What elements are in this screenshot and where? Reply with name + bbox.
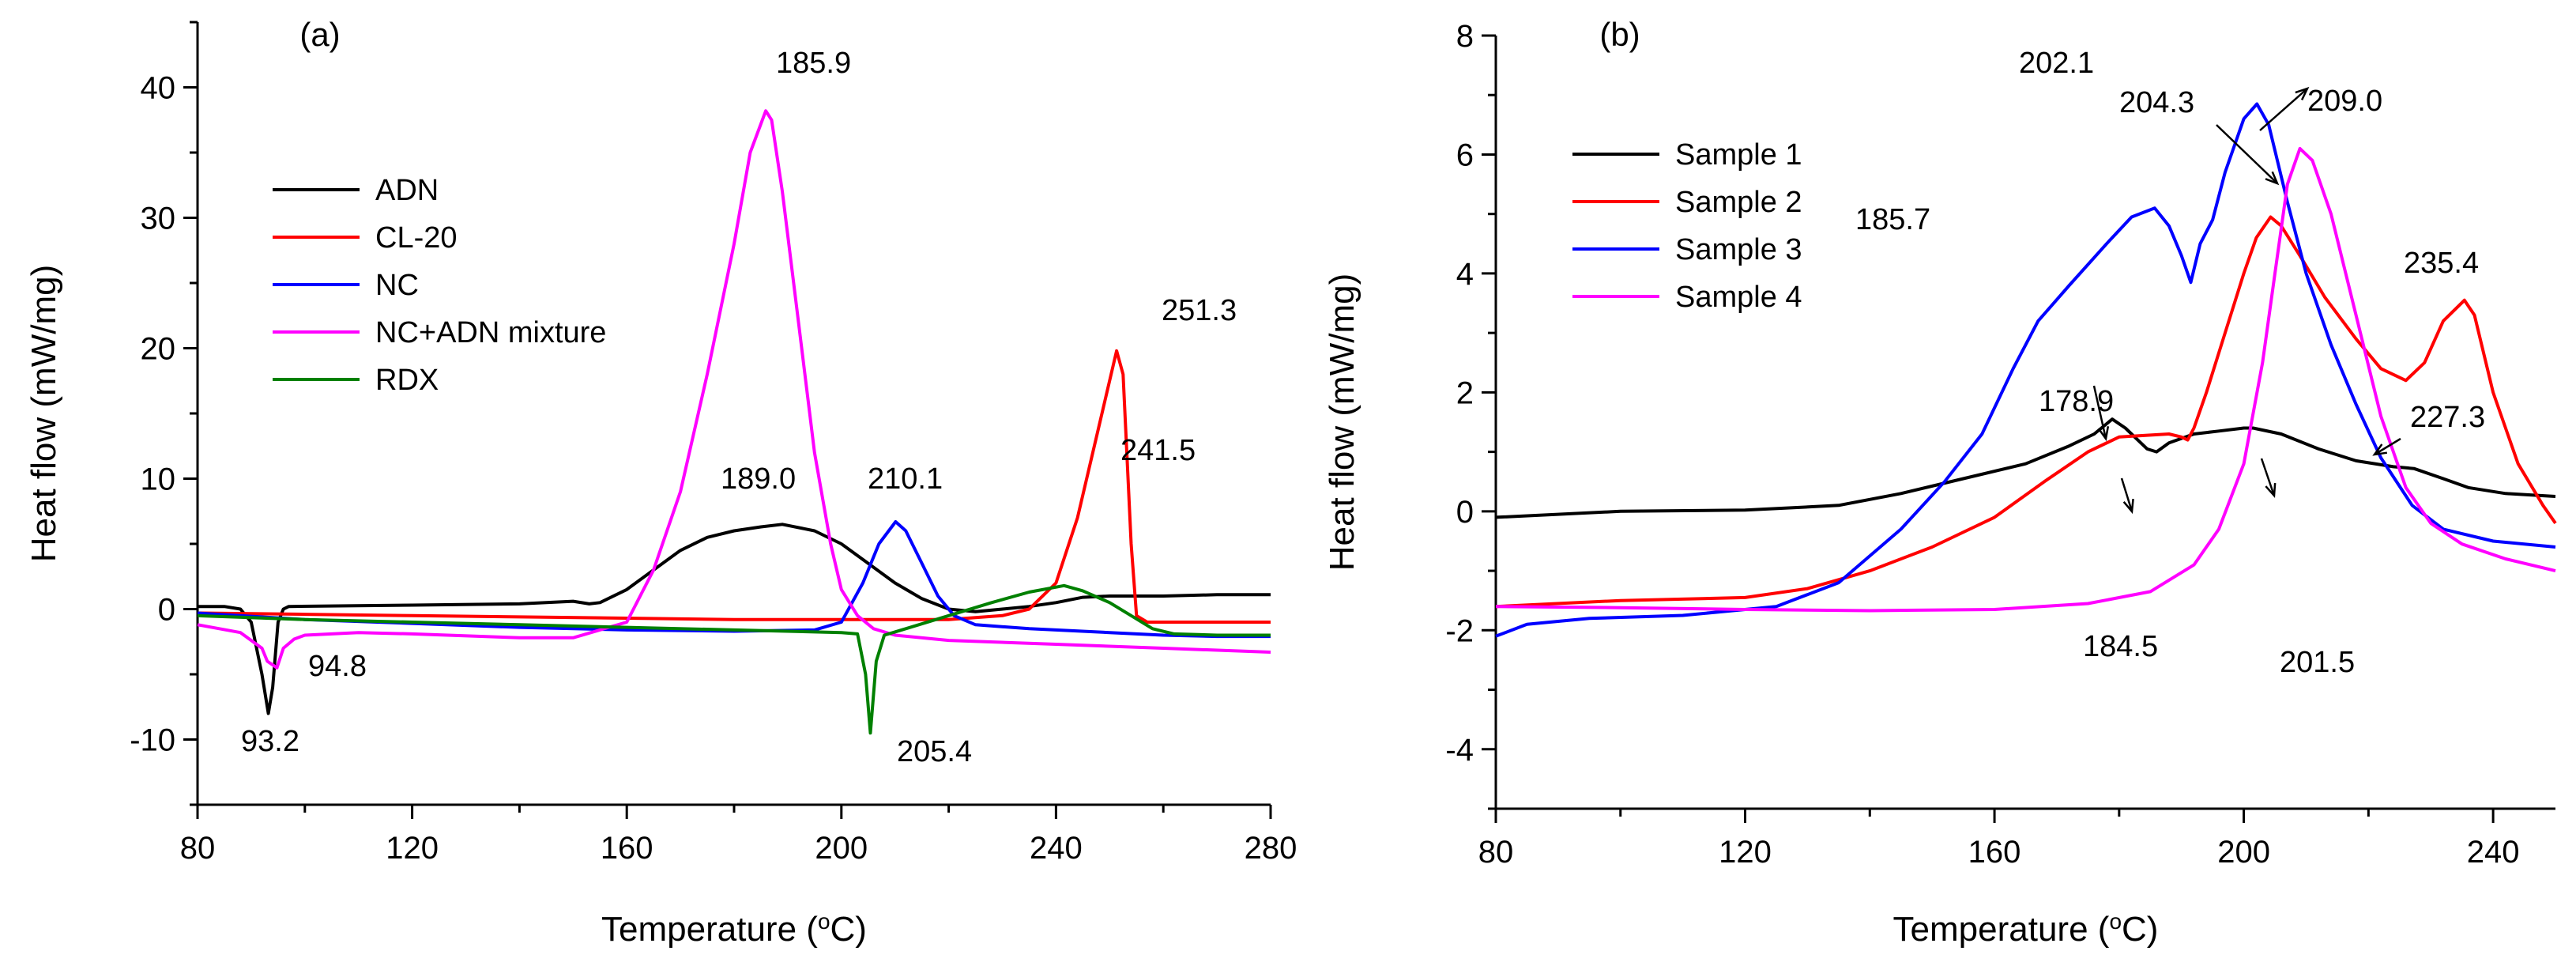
peak-annotation: 241.5 xyxy=(1120,434,1196,467)
x-tick-label: 160 xyxy=(601,831,653,866)
annotation-arrow-head xyxy=(2097,426,2110,442)
legend-label: Sample 3 xyxy=(1675,233,1802,266)
series-line-sample-3 xyxy=(1495,102,2556,638)
x-tick-label: 240 xyxy=(2467,835,2520,870)
legend-label: ADN xyxy=(375,174,439,207)
peak-annotation: 205.4 xyxy=(897,735,972,768)
annotation-arrow-line xyxy=(2216,124,2278,184)
annotation-arrow-head xyxy=(2372,443,2388,456)
peak-annotation: 93.2 xyxy=(241,725,299,758)
series-line-sample-4 xyxy=(1495,146,2556,613)
x-axis-label: Temperature (oC) xyxy=(601,909,867,949)
series-line-sample-2 xyxy=(1495,215,2557,609)
panel-b: 80 120 160 200 240 -4 -2 0 2 4 6 8 Temperature (oC) H… xyxy=(1323,16,2557,949)
peak-annotation: 210.1 xyxy=(868,462,943,496)
panel-label: (a) xyxy=(299,16,340,53)
peak-annotation: 227.3 xyxy=(2410,401,2485,434)
peak-annotation: 189.0 xyxy=(721,462,796,496)
y-tick-label: -2 xyxy=(1445,613,1474,648)
y-tick-label: -4 xyxy=(1445,733,1474,768)
annotation-arrow-line xyxy=(2092,385,2107,440)
legend-label: RDX xyxy=(375,364,439,397)
annotation-arrow-head xyxy=(2295,86,2310,100)
y-tick-label: 10 xyxy=(141,462,176,497)
y-tick-label: -10 xyxy=(130,723,175,758)
peak-annotation: 235.4 xyxy=(2404,247,2479,280)
peak-annotation: 201.5 xyxy=(2280,646,2355,679)
y-axis-label: Heat flow (mW/mg) xyxy=(1323,274,1361,571)
x-tick-label: 120 xyxy=(1719,835,1772,870)
x-tick-label: 200 xyxy=(2217,835,2270,870)
peak-annotation: 209.0 xyxy=(2307,85,2382,118)
series-line-nc xyxy=(197,520,1271,639)
peak-annotation: 185.9 xyxy=(776,47,851,80)
y-axis-label: Heat flow (mW/mg) xyxy=(24,265,63,562)
panel-a: 80 120 160 200 240 280 -10 0 10 20 30 40 Temperature… xyxy=(24,16,1297,949)
degree-superscript: o xyxy=(2109,909,2122,934)
annotation-arrow-line xyxy=(2259,88,2308,131)
series-line-cl-20 xyxy=(197,349,1271,624)
legend-label: Sample 4 xyxy=(1675,281,1802,314)
x-tick-label: 280 xyxy=(1245,831,1297,866)
x-tick-label: 120 xyxy=(386,831,439,866)
peak-annotation: 185.7 xyxy=(1855,203,1930,236)
x-tick-label: 80 xyxy=(1478,835,1514,870)
series-line-sample-1 xyxy=(1495,417,2556,519)
y-tick-label: 2 xyxy=(1456,375,1474,410)
y-tick-label: 8 xyxy=(1456,19,1474,54)
peak-annotation: 178.9 xyxy=(2039,385,2114,418)
annotation-arrow-line xyxy=(2374,437,2401,456)
peak-annotation: 184.5 xyxy=(2083,630,2158,663)
y-tick-label: 30 xyxy=(141,202,176,236)
peak-annotation: 204.3 xyxy=(2119,86,2194,119)
series-line-rdx xyxy=(197,583,1271,735)
annotation-arrow-head xyxy=(2122,498,2134,515)
peak-annotation: 94.8 xyxy=(308,650,367,683)
legend-label: Sample 2 xyxy=(1675,186,1802,219)
x-tick-label: 160 xyxy=(1968,835,2021,870)
y-tick-label: 0 xyxy=(158,593,175,628)
annotation-arrow-head xyxy=(2265,482,2277,499)
y-tick-label: 6 xyxy=(1456,138,1474,172)
annotation-arrow-line xyxy=(2120,477,2133,512)
legend-label: CL-20 xyxy=(375,221,458,255)
y-tick-label: 0 xyxy=(1456,495,1474,530)
degree-superscript: o xyxy=(818,909,830,934)
annotation-arrow-head xyxy=(2265,171,2280,186)
y-tick-label: 4 xyxy=(1456,257,1474,292)
annotation-arrow-line xyxy=(2260,458,2276,496)
legend-label: Sample 1 xyxy=(1675,138,1802,172)
peak-annotation: 202.1 xyxy=(2019,47,2094,80)
peak-annotation: 251.3 xyxy=(1162,294,1237,327)
series-line-adn xyxy=(198,523,1271,715)
x-tick-label: 80 xyxy=(180,831,216,866)
x-tick-label: 240 xyxy=(1030,831,1083,866)
x-axis-label: Temperature (oC) xyxy=(1893,909,2159,949)
x-tick-label: 200 xyxy=(815,831,868,866)
y-tick-label: 20 xyxy=(141,332,176,367)
series-line-nc-adn-mixture xyxy=(197,109,1271,670)
legend-label: NC+ADN mixture xyxy=(375,316,606,349)
y-tick-label: 40 xyxy=(141,71,176,106)
panel-label: (b) xyxy=(1599,16,1640,53)
legend-label: NC xyxy=(375,269,419,302)
